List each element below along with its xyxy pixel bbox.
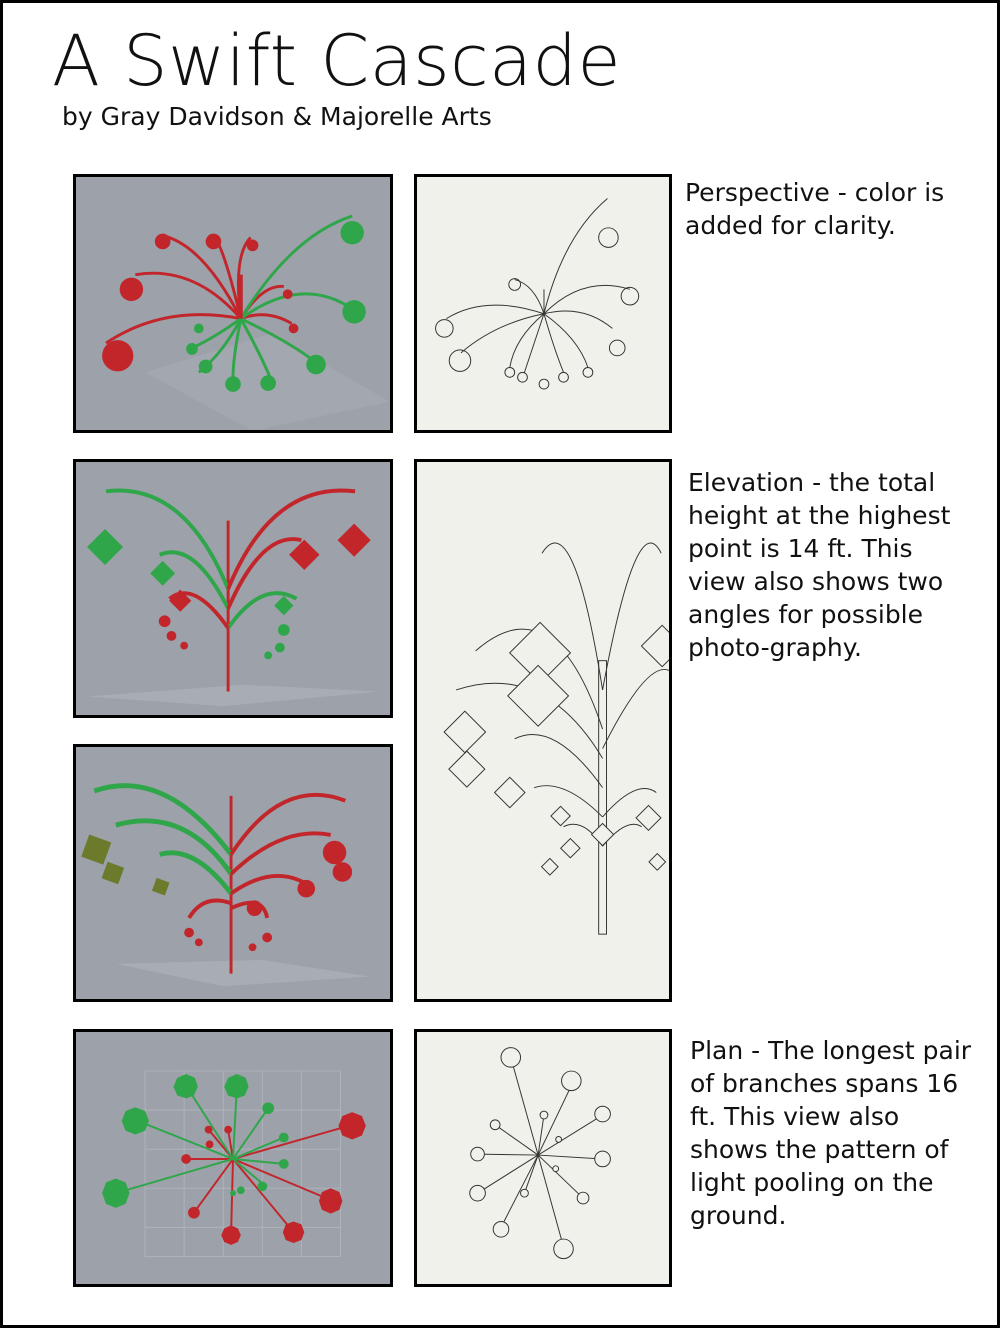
elevation-color-drawing-2 xyxy=(81,783,370,987)
plan-color-drawing xyxy=(102,1070,366,1258)
plan-color-render xyxy=(73,1029,393,1287)
plan-wireframe xyxy=(469,1047,611,1260)
elevation-description: Elevation - the total height at the high… xyxy=(688,468,951,662)
perspective-wireframe xyxy=(435,198,640,390)
perspective-description: Perspective - color is added for clarity… xyxy=(685,178,945,240)
elevation-wireframe xyxy=(443,542,669,935)
plan-line-drawing xyxy=(414,1029,672,1287)
elevation-line-drawing xyxy=(414,459,672,1002)
perspective-color-render xyxy=(73,174,393,433)
page-title: A Swift Cascade xyxy=(52,20,622,102)
elevation-color-drawing-1 xyxy=(86,488,380,707)
elevation-color-render-1 xyxy=(73,459,393,718)
plan-description: Plan - The longest pair of branches span… xyxy=(690,1036,972,1230)
perspective-line-drawing xyxy=(414,174,672,433)
perspective-color-drawing xyxy=(102,214,390,430)
page-byline: by Gray Davidson & Majorelle Arts xyxy=(62,102,492,131)
elevation-color-render-2 xyxy=(73,744,393,1002)
